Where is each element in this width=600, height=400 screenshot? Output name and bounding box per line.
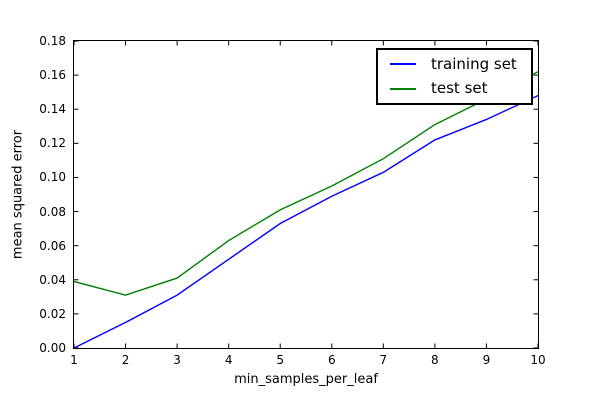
x-tick-label: 5 [276, 353, 285, 367]
training-set-line [74, 94, 538, 348]
y-tick-label: 0.04 [39, 272, 66, 287]
legend-label-test: test set [431, 79, 488, 98]
y-tick-label: 0.14 [39, 102, 66, 117]
x-tick-label: 9 [482, 353, 491, 367]
y-tick-label: 0.16 [39, 68, 66, 83]
y-axis-label: mean squared error [10, 129, 26, 260]
x-tick-label: 2 [121, 353, 130, 367]
x-tick-label: 1 [70, 353, 78, 367]
x-axis-label: min_samples_per_leaf [234, 372, 378, 387]
y-tick-label: 0.12 [39, 136, 66, 151]
y-tick-label: 0.08 [39, 204, 66, 219]
x-tick-label: 7 [379, 353, 388, 367]
y-tick-label: 0.10 [39, 170, 66, 185]
x-tick-label: 8 [431, 353, 439, 367]
legend-line-sample-test [390, 87, 416, 90]
x-tick-label: 6 [327, 353, 336, 367]
y-tick-label: 0.06 [39, 238, 66, 253]
plot-canvas [74, 41, 538, 348]
legend-item-training-set: training set [390, 52, 523, 77]
legend: training set test set [376, 48, 533, 105]
y-tick-label: 0.18 [39, 34, 66, 48]
test-set-line [74, 71, 538, 296]
y-tick-label: 0.00 [39, 341, 66, 355]
x-tick-label: 4 [224, 353, 233, 367]
legend-label-training: training set [431, 54, 517, 73]
x-tick-label: 10 [530, 353, 546, 367]
x-tick-label: 3 [173, 353, 181, 367]
y-tick-label: 0.02 [39, 306, 66, 321]
legend-item-test-set: test set [390, 77, 523, 102]
legend-line-sample-training [390, 63, 416, 66]
